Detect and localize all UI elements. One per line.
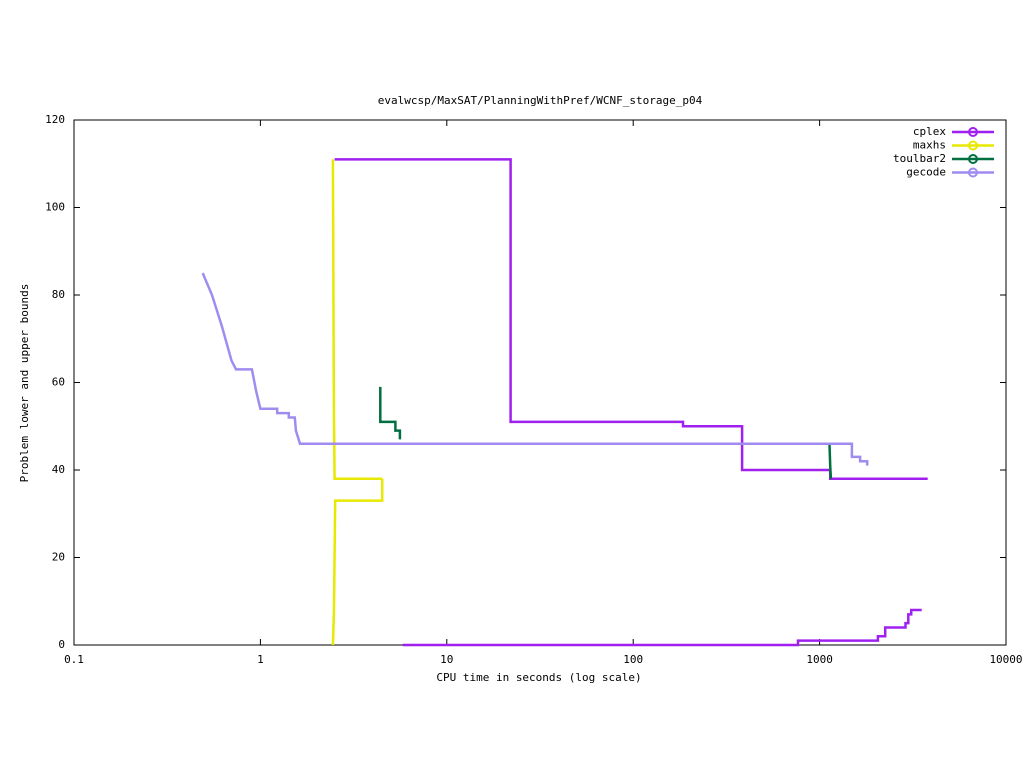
legend-label: maxhs: [913, 139, 946, 152]
legend-marker: [968, 154, 978, 164]
legend-label: gecode: [906, 166, 946, 179]
x-tick-label: 1000: [806, 653, 833, 666]
y-tick-label: 100: [45, 201, 65, 214]
x-tick-label: 100: [623, 653, 643, 666]
series-line: [379, 386, 833, 479]
chart-title: evalwcsp/MaxSAT/PlanningWithPref/WCNF_st…: [378, 94, 703, 107]
x-tick-label: 10: [440, 653, 453, 666]
x-tick-label: 0.1: [64, 653, 84, 666]
x-axis-label: CPU time in seconds (log scale): [436, 671, 641, 684]
y-tick-label: 80: [52, 288, 65, 301]
y-tick-label: 60: [52, 376, 65, 389]
legend-label: toulbar2: [893, 152, 946, 165]
y-tick-label: 40: [52, 463, 65, 476]
series-line: [201, 272, 869, 466]
legend-label: cplex: [913, 125, 946, 138]
y-axis-label: Problem lower and upper bounds: [18, 284, 31, 483]
x-tick-label: 1: [257, 653, 264, 666]
y-tick-label: 20: [52, 551, 65, 564]
y-tick-label: 0: [58, 638, 65, 651]
x-tick-label: 10000: [989, 653, 1022, 666]
y-tick-label: 120: [45, 113, 65, 126]
legend-marker: [968, 127, 978, 137]
legend-marker: [968, 167, 978, 178]
legend-marker: [968, 140, 978, 151]
